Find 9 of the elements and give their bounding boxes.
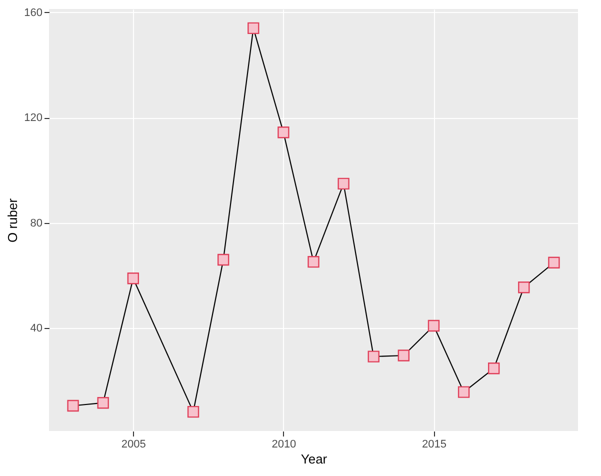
y-tick-label: 80 <box>30 217 42 230</box>
x-tick-label: 2010 <box>272 438 296 450</box>
x-tick-label: 2015 <box>422 438 446 450</box>
y-tick-label: 160 <box>24 6 42 19</box>
y-axis-title: O ruber <box>5 198 20 243</box>
y-tick-label: 40 <box>30 322 42 335</box>
y-tick-label: 120 <box>24 112 42 124</box>
x-axis-title: Year <box>300 452 328 466</box>
x-tick-label: 2005 <box>121 438 146 450</box>
